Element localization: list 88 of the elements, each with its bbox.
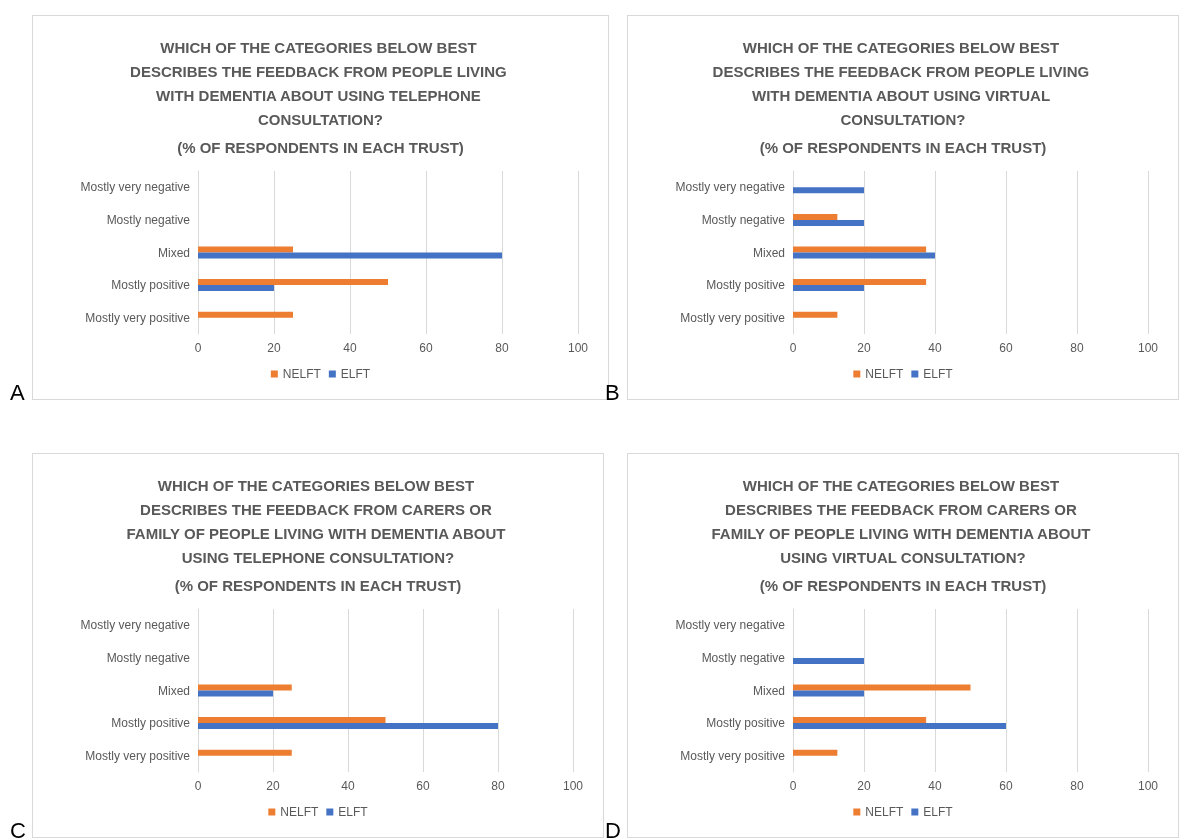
y-tick-label: Mixed bbox=[752, 683, 785, 698]
legend-label: ELFT bbox=[340, 367, 371, 381]
y-tick-label: Mostly very positive bbox=[85, 748, 191, 763]
chart-subtitle: (% OF RESPONDENTS IN EACH TRUST) bbox=[759, 138, 1047, 156]
legend-label: ELFT bbox=[338, 805, 369, 819]
text: D bbox=[605, 818, 621, 838]
bar bbox=[198, 279, 388, 286]
x-tick-label: 0 bbox=[194, 779, 202, 793]
y-tick-label: Mostly negative bbox=[106, 212, 191, 227]
y-tick-label: Mixed bbox=[752, 245, 785, 260]
x-tick-label: 60 bbox=[419, 341, 433, 355]
y-tick-label: Mostly negative bbox=[701, 212, 786, 227]
y-tick-label: Mostly very negative bbox=[675, 618, 786, 633]
y-tick-label: Mostly very negative bbox=[675, 180, 786, 195]
chart-title: WHICH OF THE CATEGORIES BELOW BEST DESCRIBES THE FEEDBACK FROM PEOPLE LIVING WITH DEMENTIA ABOUT USING TELEPHONE CONSULTATION? bbox=[130, 38, 511, 128]
bar bbox=[793, 684, 971, 691]
bar bbox=[793, 749, 838, 756]
bar bbox=[198, 285, 274, 292]
legend-label: NELFT bbox=[282, 367, 322, 381]
legend-label: ELFT bbox=[923, 805, 954, 819]
bar bbox=[793, 717, 927, 724]
y-tick-label: Mostly negative bbox=[701, 650, 786, 665]
bar bbox=[198, 684, 292, 691]
y-tick-label: Mostly positive bbox=[706, 716, 786, 731]
y-tick-label: Mixed bbox=[157, 683, 190, 698]
bar bbox=[793, 213, 838, 220]
y-tick-label: Mostly positive bbox=[111, 716, 191, 731]
bar bbox=[198, 717, 386, 724]
bar bbox=[198, 690, 273, 697]
x-tick-label: 80 bbox=[491, 779, 505, 793]
x-tick-label: 100 bbox=[567, 341, 589, 355]
y-tick-label: Mostly positive bbox=[111, 278, 191, 293]
bar bbox=[793, 690, 864, 697]
x-tick-label: 20 bbox=[857, 779, 871, 793]
chart-title: WHICH OF THE CATEGORIES BELOW BEST DESCRIBES THE FEEDBACK FROM PEOPLE LIVING WITH DEMENTIA ABOUT USING VIRTUAL CONSULTATION? bbox=[712, 38, 1094, 128]
text: A bbox=[10, 380, 25, 406]
x-tick-label: 80 bbox=[495, 341, 509, 355]
x-tick-label: 40 bbox=[928, 341, 942, 355]
x-tick-label: 60 bbox=[999, 779, 1013, 793]
y-tick-label: Mostly very negative bbox=[80, 180, 191, 195]
x-tick-label: 40 bbox=[343, 341, 357, 355]
bar bbox=[793, 187, 864, 194]
chart-subtitle: (% OF RESPONDENTS IN EACH TRUST) bbox=[174, 576, 462, 594]
y-tick-label: Mixed bbox=[157, 245, 190, 260]
legend-label: ELFT bbox=[923, 367, 954, 381]
x-tick-label: 0 bbox=[789, 341, 797, 355]
legend-label: NELFT bbox=[865, 805, 904, 819]
x-tick-label: 100 bbox=[562, 779, 584, 793]
chart-subtitle: (% OF RESPONDENTS IN EACH TRUST) bbox=[177, 138, 464, 156]
y-tick-label: Mostly negative bbox=[106, 650, 191, 665]
y-tick-label: Mostly positive bbox=[706, 278, 786, 293]
bar bbox=[198, 311, 293, 318]
bar bbox=[793, 246, 927, 253]
chart-title: WHICH OF THE CATEGORIES BELOW BEST DESCRIBES THE FEEDBACK FROM CARERS OR FAMILY OF PEOPLE LIVING WITH DEMENTIA ABOUT USING TELEPHONE CONSULTATION? bbox=[126, 476, 510, 566]
y-tick-label: Mostly very positive bbox=[85, 310, 191, 325]
x-tick-label: 80 bbox=[1070, 779, 1084, 793]
legend-label: NELFT bbox=[280, 805, 319, 819]
x-tick-label: 60 bbox=[416, 779, 430, 793]
x-tick-label: 20 bbox=[267, 341, 281, 355]
x-tick-label: 40 bbox=[928, 779, 942, 793]
x-tick-label: 20 bbox=[857, 341, 871, 355]
bar bbox=[793, 252, 935, 259]
bar bbox=[198, 723, 498, 730]
bar bbox=[198, 749, 292, 756]
x-tick-label: 0 bbox=[194, 341, 202, 355]
text: B bbox=[605, 380, 620, 406]
y-tick-label: Mostly very positive bbox=[680, 310, 786, 325]
x-tick-label: 60 bbox=[999, 341, 1013, 355]
y-tick-label: Mostly very negative bbox=[80, 618, 191, 633]
legend-label: NELFT bbox=[865, 367, 904, 381]
x-tick-label: 20 bbox=[266, 779, 280, 793]
bar bbox=[793, 311, 838, 318]
y-tick-label: Mostly very positive bbox=[680, 748, 786, 763]
bar bbox=[793, 285, 864, 292]
x-tick-label: 100 bbox=[1137, 779, 1159, 793]
x-tick-label: 40 bbox=[341, 779, 355, 793]
bar bbox=[793, 279, 927, 286]
x-tick-label: 100 bbox=[1137, 341, 1159, 355]
chart-title: WHICH OF THE CATEGORIES BELOW BEST DESCRIBES THE FEEDBACK FROM CARERS OR FAMILY OF PEOPLE LIVING WITH DEMENTIA ABOUT USING VIRTUAL CONSULTATION? bbox=[711, 476, 1095, 566]
bar bbox=[198, 246, 293, 253]
x-tick-label: 80 bbox=[1070, 341, 1084, 355]
chart-subtitle: (% OF RESPONDENTS IN EACH TRUST) bbox=[759, 576, 1047, 594]
bar bbox=[793, 657, 864, 664]
x-tick-label: 0 bbox=[789, 779, 797, 793]
bar bbox=[198, 252, 502, 259]
bar bbox=[793, 219, 864, 226]
text: C bbox=[10, 818, 26, 838]
bar bbox=[793, 723, 1006, 730]
